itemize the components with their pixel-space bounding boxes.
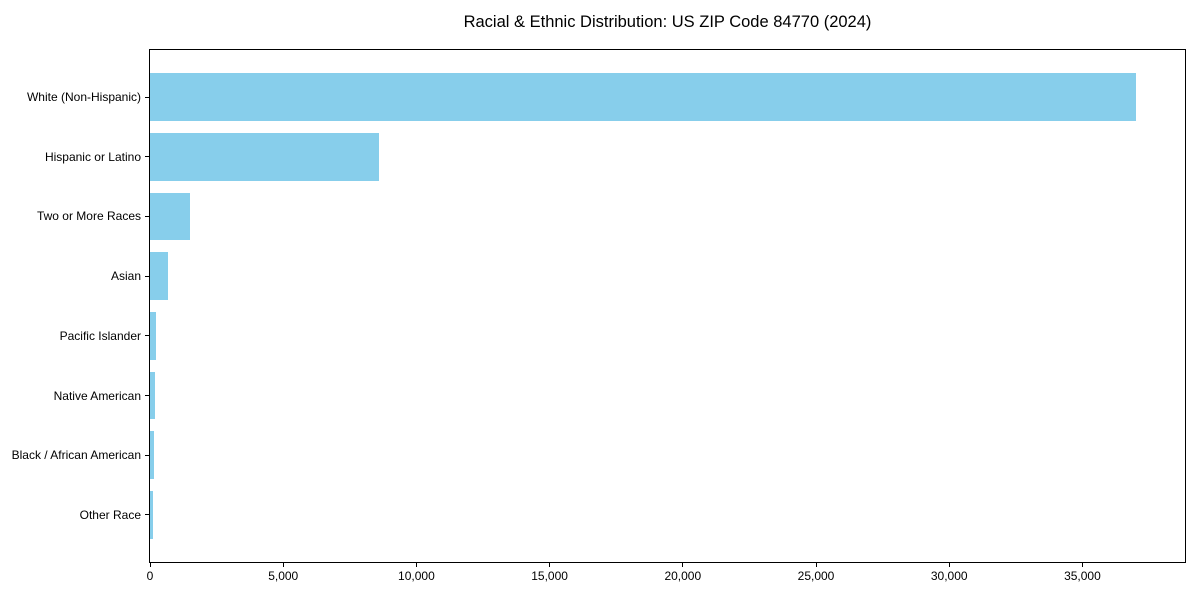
- y-axis-tick: [145, 395, 149, 396]
- y-axis-tick: [145, 514, 149, 516]
- y-tick-label-pacific-islander: Pacific Islander: [59, 328, 141, 343]
- x-axis-tick: [682, 563, 684, 567]
- x-axis-tick: [149, 563, 151, 567]
- x-tick-label-25000: 25,000: [797, 569, 835, 583]
- bar-asian: [150, 252, 168, 301]
- bar-two-or-more-races: [150, 192, 190, 241]
- y-tick-label-asian: Asian: [110, 269, 141, 284]
- x-tick-label-5000: 5,000: [268, 569, 299, 583]
- y-tick-label-two-or-more-races: Two or More Races: [36, 209, 141, 224]
- x-axis-tick: [549, 563, 551, 567]
- chart-title: Racial & Ethnic Distribution: US ZIP Cod…: [463, 13, 872, 31]
- bar-native-american: [150, 371, 156, 420]
- y-tick-label-native-american: Native American: [53, 388, 141, 403]
- y-axis-tick: [145, 275, 149, 277]
- x-axis-tick: [282, 563, 284, 567]
- bar-pacific-islander: [150, 311, 157, 360]
- x-axis-tick: [948, 563, 950, 567]
- y-axis-tick: [145, 215, 149, 217]
- x-tick-label-10000: 10,000: [398, 569, 435, 583]
- x-tick-label-35000: 35,000: [1064, 569, 1101, 583]
- x-tick-label-15000: 15,000: [531, 569, 568, 583]
- bar-other-race: [150, 490, 153, 539]
- x-tick-label-30000: 30,000: [930, 569, 968, 583]
- y-axis-tick: [145, 96, 149, 98]
- y-axis-tick: [145, 156, 149, 158]
- y-tick-label-black-african-american: Black / African American: [11, 448, 141, 463]
- y-axis-tick: [145, 335, 149, 337]
- x-tick-label-0: 0: [146, 569, 154, 583]
- x-tick-label-20000: 20,000: [664, 569, 702, 583]
- plot-area: [149, 49, 1186, 563]
- bar-black-african-american: [150, 431, 154, 480]
- y-tick-label-white-non-hispanic: White (Non-Hispanic): [26, 90, 141, 105]
- bar-hispanic-or-latino: [150, 132, 380, 181]
- bar-white-non-hispanic: [150, 73, 1136, 121]
- y-axis-tick: [145, 454, 149, 456]
- x-axis-tick: [815, 563, 817, 567]
- x-axis-tick: [1081, 563, 1083, 567]
- y-tick-label-hispanic-or-latino: Hispanic or Latino: [44, 149, 141, 164]
- y-tick-label-other-race: Other Race: [79, 507, 141, 522]
- x-axis-tick: [415, 563, 417, 567]
